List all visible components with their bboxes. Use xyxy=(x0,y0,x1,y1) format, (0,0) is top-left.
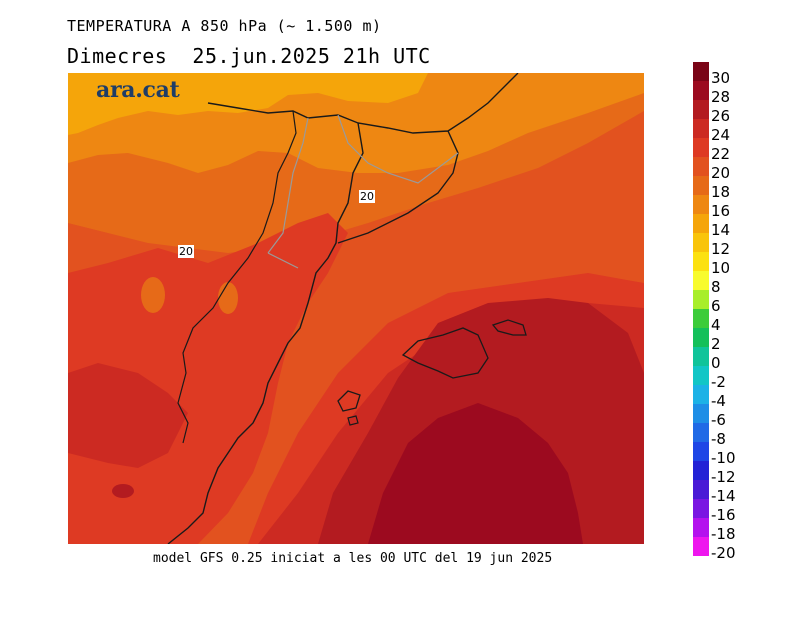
region-border xyxy=(267,114,459,269)
legend-label: 4 xyxy=(711,316,721,334)
temperature-map: ara.cat 20 20 xyxy=(68,73,644,544)
hot-spot-southwest xyxy=(112,484,134,498)
legend-swatch xyxy=(693,423,709,442)
legend-swatch xyxy=(693,157,709,176)
legend-label: 10 xyxy=(711,259,731,277)
legend-label: 24 xyxy=(711,126,731,144)
legend-label: -18 xyxy=(711,525,736,543)
brand-logo: ara.cat xyxy=(96,77,180,103)
island-menorca xyxy=(491,319,527,336)
legend-label: -8 xyxy=(711,430,726,448)
legend-swatch xyxy=(693,233,709,252)
legend-swatch xyxy=(693,290,709,309)
legend-label: -2 xyxy=(711,373,726,391)
legend-label: 18 xyxy=(711,183,731,201)
legend-swatch xyxy=(693,138,709,157)
legend-label: 6 xyxy=(711,297,721,315)
legend-swatch xyxy=(693,81,709,100)
legend-label: -4 xyxy=(711,392,726,410)
legend-swatch xyxy=(693,176,709,195)
contour-label: 20 xyxy=(359,190,375,203)
model-info-footer: model GFS 0.25 iniciat a les 00 UTC del … xyxy=(153,551,553,566)
country-border xyxy=(177,110,297,444)
island-ibiza xyxy=(337,390,361,412)
legend-label: -12 xyxy=(711,468,736,486)
legend-swatch xyxy=(693,214,709,233)
legend-swatch xyxy=(693,499,709,518)
warm-spot-west xyxy=(141,277,165,313)
legend-swatch xyxy=(693,385,709,404)
legend-swatch xyxy=(693,271,709,290)
legend-swatch xyxy=(693,119,709,138)
legend-swatch xyxy=(693,309,709,328)
legend-label: -14 xyxy=(711,487,736,505)
warm-spot-central xyxy=(218,282,238,314)
legend-label: 12 xyxy=(711,240,731,258)
contour-label: 20 xyxy=(178,245,194,258)
valid-time-subtitle: Dimecres 25.jun.2025 21h UTC xyxy=(67,44,431,68)
legend-swatch xyxy=(693,366,709,385)
legend-swatch xyxy=(693,100,709,119)
legend-label: 26 xyxy=(711,107,731,125)
legend-swatch xyxy=(693,518,709,537)
map-svg xyxy=(68,73,644,544)
legend-swatch xyxy=(693,62,709,81)
legend-swatch xyxy=(693,480,709,499)
legend-label: -16 xyxy=(711,506,736,524)
legend-swatch xyxy=(693,195,709,214)
legend-label: 2 xyxy=(711,335,721,353)
island-mallorca xyxy=(401,327,489,379)
legend-swatch xyxy=(693,252,709,271)
legend-label: 16 xyxy=(711,202,731,220)
legend-label: 20 xyxy=(711,164,731,182)
legend-swatch xyxy=(693,347,709,366)
legend-label: 22 xyxy=(711,145,731,163)
chart-title: TEMPERATURA A 850 hPa (~ 1.500 m) xyxy=(67,17,382,35)
legend-label: -10 xyxy=(711,449,736,467)
band-24 xyxy=(68,363,188,468)
band-28 xyxy=(368,403,583,544)
island-formentera xyxy=(347,415,359,426)
legend-label: 14 xyxy=(711,221,731,239)
legend-swatch xyxy=(693,442,709,461)
legend-label: -20 xyxy=(711,544,736,562)
legend-label: -6 xyxy=(711,411,726,429)
legend-label: 28 xyxy=(711,88,731,106)
legend-label: 0 xyxy=(711,354,721,372)
legend-swatch xyxy=(693,537,709,556)
legend-swatch xyxy=(693,328,709,347)
legend-swatch xyxy=(693,461,709,480)
color-legend xyxy=(693,62,709,556)
band-14 xyxy=(68,73,428,135)
legend-swatch xyxy=(693,404,709,423)
legend-label: 8 xyxy=(711,278,721,296)
legend-label: 30 xyxy=(711,69,731,87)
